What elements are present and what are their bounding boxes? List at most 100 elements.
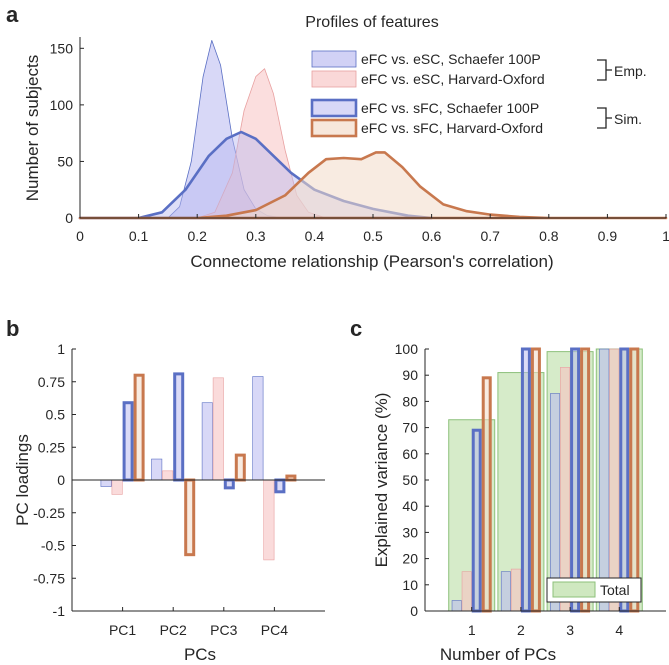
bar-sim-orange-pc1 <box>133 373 145 482</box>
bar-emp-blue-pc3 <box>201 402 213 481</box>
y-tick-label: 100 <box>395 341 419 357</box>
bar-emp-blue-n1 <box>451 600 462 612</box>
chart-b-ylabel: PC loadings <box>13 434 32 526</box>
x-tick-label: 0.1 <box>129 228 149 244</box>
y-tick-label: 100 <box>50 97 74 113</box>
legend-label-total: Total <box>600 582 630 598</box>
x-tick-label: 0.2 <box>187 228 207 244</box>
panel-label-a: a <box>6 2 19 27</box>
panel-a-chart: Profiles of features 0 0.1 0.2 0.3 0.4 0.5 0.6… <box>23 14 669 271</box>
legend-group-emp: Emp. <box>614 63 647 79</box>
chart-a-title: Profiles of features <box>305 14 438 31</box>
chart-b-xlabel: PCs <box>184 645 216 664</box>
bar-sim-orange-n2 <box>530 347 541 613</box>
bar-sim-orange-n4 <box>629 347 640 613</box>
x-tick-label: 0.4 <box>305 228 325 244</box>
y-tick-label: 50 <box>402 472 418 488</box>
legend-label-sim-blue: eFC vs. sFC, Schaefer 100P <box>361 100 539 116</box>
y-tick-label: 30 <box>402 524 418 540</box>
x-tick-label: PC2 <box>160 622 187 638</box>
y-tick-label: 10 <box>402 577 418 593</box>
chart-a-ylabel: Number of subjects <box>23 55 42 201</box>
bar-emp-blue-pc2 <box>151 458 163 481</box>
y-tick-label: 1 <box>57 341 65 357</box>
bar-sim-blue-n4 <box>619 347 630 613</box>
chart-c-ylabel: Explained variance (%) <box>372 393 391 568</box>
y-tick-label: 0 <box>410 603 418 619</box>
x-tick-label: PC1 <box>109 622 136 638</box>
bar-sim-blue-pc4 <box>274 478 286 494</box>
bar-emp-pink-n3 <box>560 367 571 612</box>
chart-c-legend: Total <box>546 577 642 603</box>
y-tick-label: 0.75 <box>38 374 65 390</box>
y-tick-label: -0.5 <box>41 538 65 554</box>
bar-emp-pink-pc1 <box>111 479 123 495</box>
x-tick-label: PC3 <box>210 622 237 638</box>
legend-group-sim: Sim. <box>614 111 642 127</box>
y-tick-label: 20 <box>402 551 418 567</box>
x-tick-label: 2 <box>517 622 525 638</box>
legend-swatch-sim-orange <box>310 118 358 138</box>
bar-sim-orange-pc3 <box>234 453 246 482</box>
y-tick-label: 150 <box>50 40 74 56</box>
legend-label-emp-pink: eFC vs. eSC, Harvard-Oxford <box>361 71 545 87</box>
x-tick-label: 0.9 <box>598 228 618 244</box>
bar-sim-blue-pc2 <box>173 372 185 482</box>
bar-sim-blue-n3 <box>570 347 581 613</box>
y-tick-label: 0.25 <box>38 439 65 455</box>
y-tick-label: 40 <box>402 498 418 514</box>
bar-sim-blue-n1 <box>471 428 482 613</box>
x-tick-label: 3 <box>566 622 574 638</box>
bar-emp-pink-n2 <box>510 568 521 612</box>
bar-emp-pink-pc2 <box>162 470 174 481</box>
bar-emp-blue-pc1 <box>100 479 112 487</box>
bar-emp-pink-n1 <box>461 571 472 612</box>
bar-sim-blue-n2 <box>520 347 531 613</box>
chart-a-plot-area <box>78 40 668 220</box>
x-tick-label: 0.7 <box>480 228 500 244</box>
bar-emp-pink-pc3 <box>212 377 224 481</box>
legend-swatch-emp-pink <box>311 70 357 88</box>
bar-sim-blue-pc1 <box>122 401 134 482</box>
bar-sim-orange-n3 <box>580 347 591 613</box>
legend-bracket-sim <box>597 107 612 129</box>
bar-emp-blue-n2 <box>500 571 511 612</box>
panel-b-chart: PC1 PC2 PC3 PC4 1 0.75 0.5 0.25 0 -0.25 -0.5 -0.75 -… <box>13 341 325 664</box>
chart-b-axes: PC1 PC2 PC3 PC4 1 0.75 0.5 0.25 0 -0.25 -0.5 -0.75 -… <box>33 341 325 638</box>
bar-emp-pink-pc4 <box>263 479 275 561</box>
chart-c-xlabel: Number of PCs <box>440 645 556 664</box>
y-tick-label: 90 <box>402 367 418 383</box>
bar-emp-pink-n4 <box>609 348 620 612</box>
bar-emp-blue-n4 <box>599 348 610 612</box>
y-tick-label: -0.75 <box>33 570 65 586</box>
y-tick-label: 0 <box>65 210 73 226</box>
panel-label-c: c <box>350 316 362 341</box>
legend-swatch-sim-blue <box>310 98 358 118</box>
y-tick-label: 50 <box>57 153 73 169</box>
y-tick-label: -0.25 <box>33 505 65 521</box>
x-tick-label: 1 <box>662 228 669 244</box>
y-tick-label: 70 <box>402 420 418 436</box>
chart-a-legend: eFC vs. eSC, Schaefer 100P eFC vs. eSC, … <box>310 50 647 138</box>
legend-bracket-emp <box>597 59 612 81</box>
bar-sim-blue-pc3 <box>223 478 235 490</box>
chart-a-axes: 0 0.1 0.2 0.3 0.4 0.5 0.6 0.7 0.8 0.9 1 0 50 100 150 <box>50 37 669 244</box>
y-tick-label: -1 <box>53 603 66 619</box>
x-tick-label: 1 <box>468 622 476 638</box>
bar-sim-orange-pc4 <box>285 474 297 482</box>
x-tick-label: 0.6 <box>422 228 442 244</box>
y-tick-label: 60 <box>402 446 418 462</box>
legend-swatch-total <box>552 581 596 598</box>
bar-sim-orange-pc2 <box>184 478 196 557</box>
bar-sim-orange-n1 <box>481 376 492 613</box>
x-tick-label: 0 <box>76 228 84 244</box>
chart-a-xlabel: Connectome relationship (Pearson's corre… <box>190 252 553 271</box>
legend-swatch-emp-blue <box>311 50 357 68</box>
y-tick-label: 0 <box>57 472 65 488</box>
y-tick-label: 0.5 <box>46 407 66 423</box>
series-area-sim-orange <box>78 151 668 220</box>
x-tick-label: 0.3 <box>246 228 266 244</box>
